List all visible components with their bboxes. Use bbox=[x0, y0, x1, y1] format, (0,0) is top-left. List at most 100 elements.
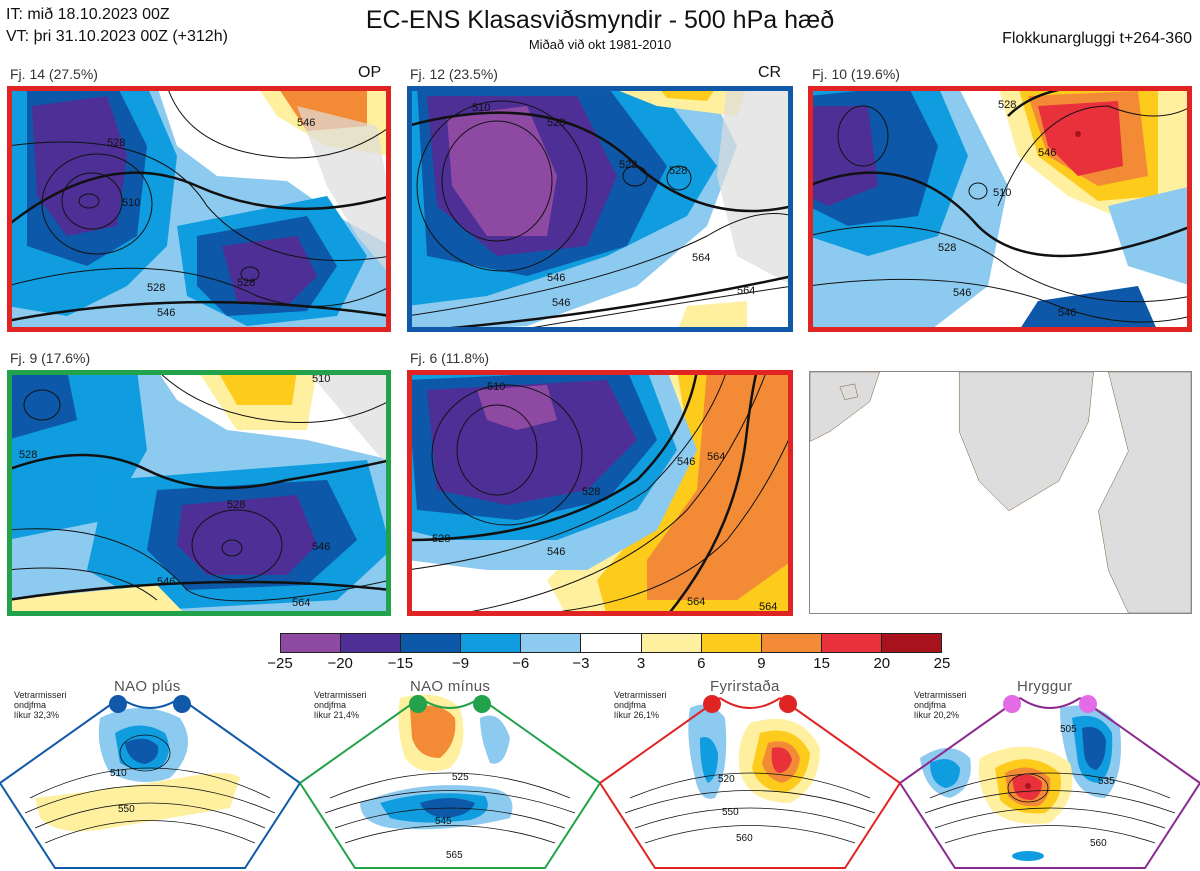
svg-text:505: 505 bbox=[1060, 724, 1077, 735]
colorbar-tick-label: −6 bbox=[512, 655, 530, 672]
cluster-map-2[interactable]: 510 528 528 528 546 546 564 564 bbox=[407, 86, 793, 332]
svg-text:545: 545 bbox=[435, 816, 452, 827]
classification-window: Flokkunargluggi t+264-360 bbox=[1002, 30, 1192, 47]
svg-text:528: 528 bbox=[237, 277, 255, 289]
regime-note: Vetrarmisseri ondjfma líkur 21,4% bbox=[314, 690, 367, 720]
colorbar-tick-label: −9 bbox=[451, 655, 470, 672]
colorbar-swatch bbox=[881, 634, 942, 652]
svg-text:528: 528 bbox=[147, 282, 165, 294]
svg-text:510: 510 bbox=[993, 187, 1011, 199]
cluster-map-1-graphic: 528 510 546 528 546 528 bbox=[7, 86, 391, 332]
panel-1-tag: OP bbox=[358, 64, 382, 81]
svg-text:564: 564 bbox=[707, 451, 725, 463]
regime-name: Hryggur bbox=[1017, 678, 1073, 695]
svg-text:510: 510 bbox=[487, 381, 505, 393]
svg-text:528: 528 bbox=[19, 449, 37, 461]
svg-text:550: 550 bbox=[722, 807, 739, 818]
svg-text:564: 564 bbox=[687, 596, 705, 608]
svg-text:564: 564 bbox=[737, 285, 755, 297]
svg-text:546: 546 bbox=[547, 272, 565, 284]
colorbar-tick-label: −15 bbox=[387, 655, 414, 672]
svg-text:528: 528 bbox=[669, 165, 687, 177]
svg-text:550: 550 bbox=[118, 804, 135, 815]
colorbar-swatch bbox=[701, 634, 762, 652]
svg-text:546: 546 bbox=[547, 546, 565, 558]
svg-text:528: 528 bbox=[547, 117, 565, 129]
panel-4-label: Fj. 9 (17.6%) bbox=[10, 350, 91, 366]
svg-text:565: 565 bbox=[446, 850, 463, 861]
cluster-map-3-graphic: 528 546 510 528 546 546 bbox=[808, 86, 1192, 332]
regime-nao-plus-map: 510 550 bbox=[0, 695, 300, 869]
colorbar-tick-label: −25 bbox=[267, 655, 293, 672]
regime-blocking: 520 550 560 Fyrirstaða Vetrarmisseri ondj… bbox=[600, 678, 900, 871]
initial-time: IT: mið 18.10.2023 00Z bbox=[6, 6, 170, 23]
colorbar-tick-label: 25 bbox=[933, 655, 951, 672]
svg-text:510: 510 bbox=[122, 197, 140, 209]
regime-ridge-map: 505 535 560 bbox=[900, 695, 1200, 869]
regime-name: NAO mínus bbox=[410, 678, 491, 695]
page-title: EC-ENS Klasasviðsmyndir - 500 hPa hæð bbox=[365, 6, 835, 34]
colorbar-tick-label: 9 bbox=[757, 655, 766, 672]
colorbar-tick-label: 20 bbox=[873, 655, 891, 672]
regime-note: Vetrarmisseri ondjfma líkur 26,1% bbox=[614, 690, 667, 720]
regime-note: Vetrarmisseri ondjfma líkur 20,2% bbox=[914, 690, 967, 720]
svg-text:564: 564 bbox=[292, 597, 310, 609]
cluster-map-3[interactable]: 528 546 510 528 546 546 bbox=[808, 86, 1192, 332]
cluster-map-1[interactable]: 528 510 546 528 546 528 bbox=[7, 86, 391, 332]
cluster-map-4[interactable]: 528 528 546 546 564 510 bbox=[7, 370, 391, 616]
cluster-map-4-graphic: 528 528 546 546 564 510 bbox=[7, 370, 391, 616]
base-map-graphic bbox=[810, 372, 1191, 613]
svg-text:546: 546 bbox=[552, 297, 570, 309]
svg-text:535: 535 bbox=[1098, 776, 1115, 787]
colorbar-swatch bbox=[401, 634, 462, 652]
regime-note: Vetrarmisseri ondjfma líkur 32,3% bbox=[14, 690, 67, 720]
regime-name: NAO plús bbox=[114, 678, 181, 695]
regime-nao-minus-map: 525 545 565 bbox=[300, 694, 600, 869]
regime-nao-minus: 525 545 565 NAO mínus Vetrarmisseri ondjf… bbox=[300, 678, 600, 871]
svg-text:528: 528 bbox=[107, 137, 125, 149]
svg-text:528: 528 bbox=[938, 242, 956, 254]
svg-text:525: 525 bbox=[452, 772, 469, 783]
colorbar-tick-label: −20 bbox=[327, 655, 353, 672]
svg-text:560: 560 bbox=[1090, 838, 1107, 849]
svg-text:546: 546 bbox=[677, 456, 695, 468]
cluster-map-5[interactable]: 510 546 564 528 528 546 564 564 bbox=[407, 370, 793, 616]
panel-1-label: Fj. 14 (27.5%) bbox=[10, 66, 98, 82]
svg-text:528: 528 bbox=[582, 486, 600, 498]
cluster-map-5-graphic: 510 546 564 528 528 546 564 564 bbox=[407, 370, 793, 616]
svg-text:510: 510 bbox=[110, 768, 127, 779]
svg-text:546: 546 bbox=[297, 117, 315, 129]
svg-text:520: 520 bbox=[718, 774, 735, 785]
svg-text:546: 546 bbox=[1038, 147, 1056, 159]
colorbar-swatch bbox=[461, 634, 522, 652]
header-times: IT: mið 18.10.2023 00Z VT: þri 31.10.202… bbox=[6, 4, 228, 48]
colorbar-swatch bbox=[521, 634, 582, 652]
svg-text:546: 546 bbox=[312, 541, 330, 553]
panel-2-tag: CR bbox=[758, 64, 782, 81]
svg-text:528: 528 bbox=[998, 99, 1016, 111]
regime-ridge: 505 535 560 Hryggur Vetrarmisseri ondjfma… bbox=[900, 678, 1200, 871]
svg-text:546: 546 bbox=[157, 307, 175, 319]
colorbar-swatch bbox=[821, 634, 882, 652]
svg-text:528: 528 bbox=[227, 499, 245, 511]
svg-text:560: 560 bbox=[736, 833, 753, 844]
colorbar-swatch bbox=[761, 634, 822, 652]
svg-text:510: 510 bbox=[312, 373, 330, 385]
panel-2-label: Fj. 12 (23.5%) bbox=[410, 66, 498, 82]
regime-name: Fyrirstaða bbox=[710, 678, 780, 695]
svg-text:564: 564 bbox=[692, 252, 710, 264]
page-subtitle: Miðað við okt 1981-2010 bbox=[528, 37, 672, 52]
cluster-map-2-graphic: 510 528 528 528 546 546 564 564 bbox=[407, 86, 793, 332]
colorbar-swatch bbox=[341, 634, 402, 652]
svg-text:546: 546 bbox=[953, 287, 971, 299]
svg-text:528: 528 bbox=[619, 159, 637, 171]
colorbar bbox=[280, 633, 942, 653]
regime-nao-plus: 510 550 NAO plús Vetrarmisseri ondjfma lík… bbox=[0, 678, 300, 871]
colorbar-swatch bbox=[281, 634, 342, 652]
colorbar-tick-label: −3 bbox=[572, 655, 590, 672]
colorbar-swatch bbox=[581, 634, 642, 652]
colorbar-tick-label: 15 bbox=[813, 655, 830, 672]
colorbar-swatch bbox=[641, 634, 702, 652]
colorbar-tick-label: 3 bbox=[636, 655, 646, 672]
svg-text:510: 510 bbox=[472, 102, 490, 114]
